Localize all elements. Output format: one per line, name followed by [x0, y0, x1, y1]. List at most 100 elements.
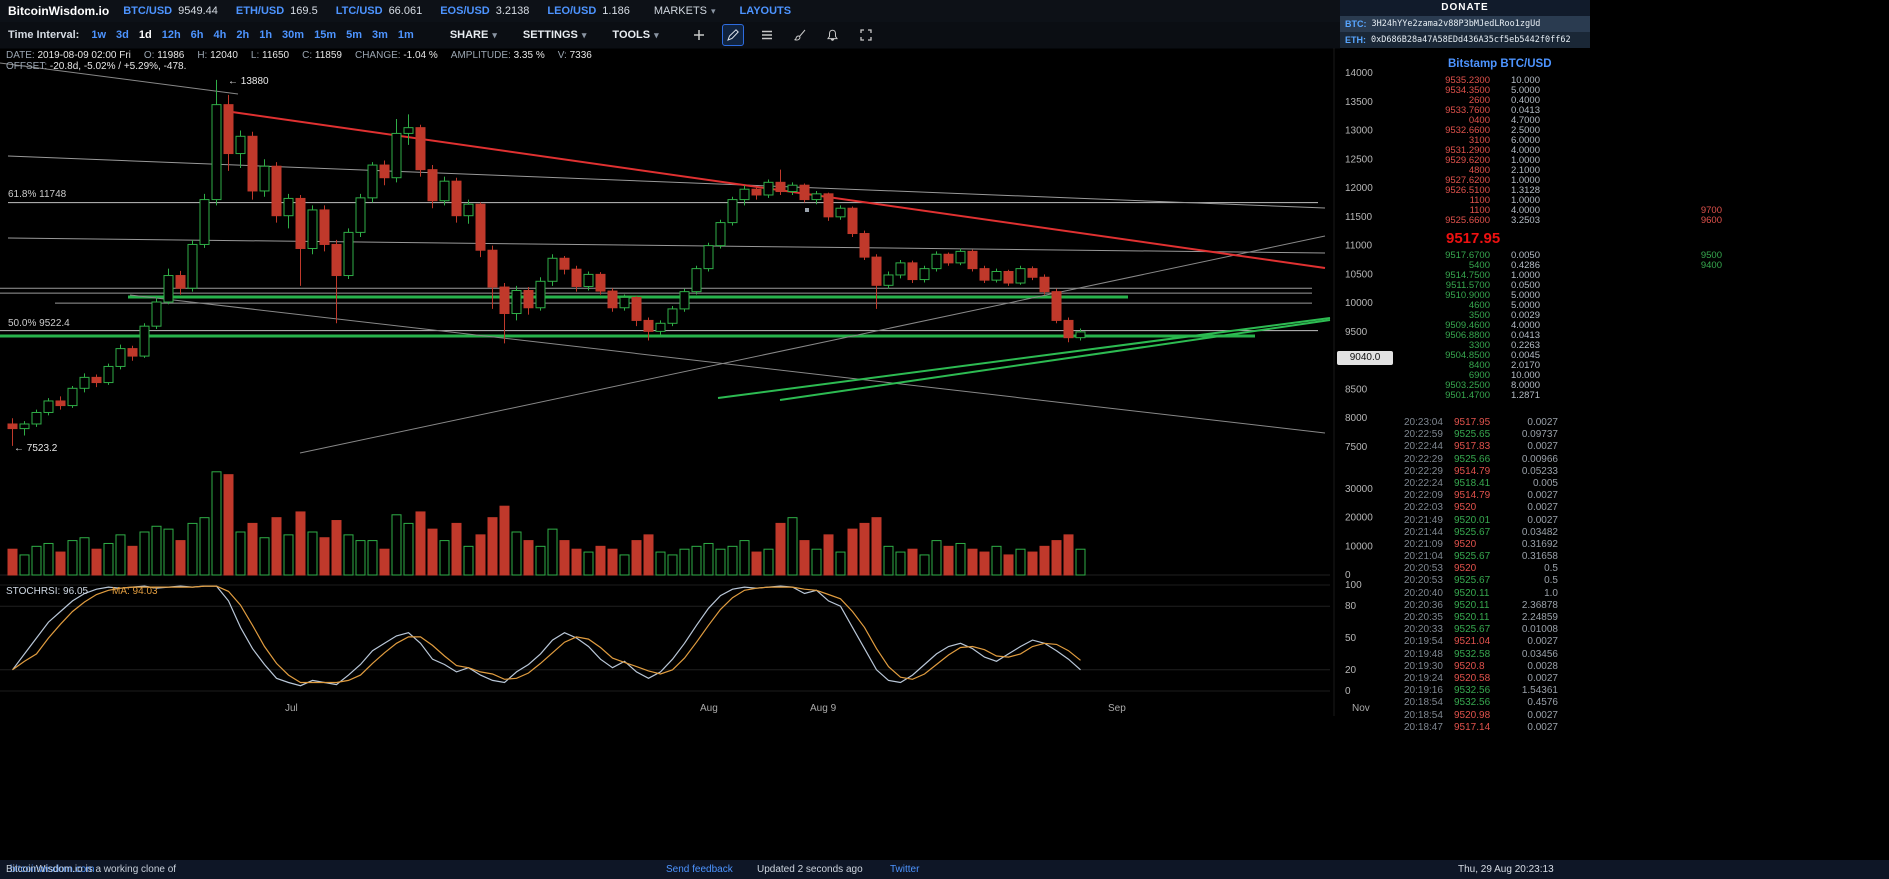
- interval-30m[interactable]: 30m: [282, 29, 305, 41]
- order-book-panel: Bitstamp BTC/USD 9535.2300 10.000 9534.350…: [1404, 48, 1889, 860]
- chart-toolbar: Time Interval: 1w 3d 1d 12h 6h 4h 2h 1h 30m 15m 5m…: [0, 22, 1340, 49]
- interval-4h[interactable]: 4h: [213, 29, 227, 41]
- pair-link[interactable]: LEO/USD: [547, 5, 597, 17]
- fullscreen-icon[interactable]: [856, 25, 876, 45]
- interval-1d[interactable]: 1d: [138, 29, 152, 41]
- ask-row: 9525.6600 3.2503 9600: [1445, 215, 1722, 226]
- footer: BitcoinWisdom.io is a working clone of bi…: [0, 860, 1889, 879]
- price-axis: 14000 13500 13000 12500 12000 11500 11000 10500…: [1345, 68, 1373, 697]
- level-lines: [0, 202, 1318, 338]
- pair-link[interactable]: ETH/USD: [235, 5, 285, 17]
- interval-2h[interactable]: 2h: [236, 29, 250, 41]
- offset-label: OFFSET:: [6, 61, 48, 72]
- settings-menu[interactable]: SETTINGS ▾: [523, 29, 587, 41]
- svg-text:10000: 10000: [1345, 541, 1373, 552]
- tools-menu[interactable]: TOOLS ▾: [612, 29, 658, 41]
- draw-line-icon[interactable]: [721, 24, 744, 46]
- trade-row: 20:19:16 9532.56 1.54361: [1404, 685, 1558, 697]
- svg-text:Sep: Sep: [1108, 703, 1126, 714]
- chevron-down-icon: ▾: [581, 30, 587, 40]
- interval-1m[interactable]: 1m: [397, 29, 414, 41]
- pair-price: 9549.44: [178, 5, 218, 17]
- clone-text: BitcoinWisdom.io is a working clone of: [6, 864, 177, 875]
- twitter-link[interactable]: Twitter: [890, 864, 920, 875]
- pair-link[interactable]: LTC/USD: [335, 5, 383, 17]
- indicator-list-icon[interactable]: [757, 25, 777, 45]
- donate-btc-row[interactable]: BTC: 3H24hYYe2zama2v88P3bMJedLRoo1zgUd: [1340, 16, 1590, 32]
- interval-15m[interactable]: 15m: [314, 29, 337, 41]
- tools-label: TOOLS: [612, 29, 651, 41]
- info-field: DATE: 2019-08-09 02:00 Fri: [6, 50, 131, 61]
- interval-5m[interactable]: 5m: [346, 29, 363, 41]
- info-field: CHANGE: -1.04 %: [354, 50, 438, 61]
- svg-text:50: 50: [1345, 633, 1357, 644]
- last-price: 9517.95: [1446, 230, 1501, 247]
- svg-text:10500: 10500: [1345, 269, 1373, 280]
- volume-layer: [7, 471, 1086, 576]
- send-feedback-link[interactable]: Send feedback: [666, 864, 733, 875]
- trade-row: 20:20:35 9520.11 2.24859: [1404, 612, 1558, 623]
- svg-text:11500: 11500: [1345, 212, 1373, 223]
- crosshair-price-tag: 9040.0: [1337, 351, 1393, 365]
- svg-text:Jul: Jul: [285, 703, 298, 714]
- chevron-down-icon: ▾: [492, 30, 497, 40]
- trade-row: 20:21:44 9525.67 0.03482: [1404, 526, 1558, 538]
- bid-row: 6900 10.000: [1468, 370, 1540, 381]
- asks-list: 9535.2300 10.000 9534.3500 5.0000 2600 0.4000…: [1404, 76, 1889, 226]
- ohlc-info: DATE: 2019-08-09 02:00 Fri O: 11986 H: 120…: [6, 50, 605, 61]
- orderbook-title[interactable]: Bitstamp BTC/USD: [1448, 58, 1552, 70]
- donate-title: DONATE: [1340, 0, 1590, 16]
- trade-row: 20:22:09 9514.79 0.0027: [1404, 490, 1558, 502]
- interval-buttons: 1w 3d 1d 12h 6h 4h 2h 1h 30m 15m 5m 3m 1m: [91, 29, 424, 41]
- pair-price: 1.186: [602, 5, 630, 17]
- ask-row: 9532.6600 2.5000: [1445, 125, 1540, 136]
- add-indicator-icon[interactable]: [689, 25, 709, 45]
- layouts-link[interactable]: LAYOUTS: [739, 5, 792, 17]
- candlestick-chart-canvas[interactable]: STOCHRSI: 96.05 MA: 94.031400013500130001…: [0, 48, 1404, 860]
- alert-bell-icon[interactable]: [823, 25, 843, 45]
- bid-row: 9509.4600 4.0000: [1445, 320, 1540, 331]
- bid-row: 9503.2500 8.0000: [1445, 380, 1540, 391]
- svg-text:12500: 12500: [1345, 154, 1373, 165]
- btc-address[interactable]: 3H24hYYe2zama2v88P3bMJedLRoo1zgUd: [1371, 19, 1541, 29]
- bid-row: 3300 0.2263: [1468, 340, 1540, 351]
- nav-pair: LTC/USD 66.061: [336, 5, 423, 17]
- clone-link[interactable]: bitcoinwisdom.com: [10, 864, 95, 875]
- donate-eth-row[interactable]: ETH: 0xD686B28a47A58EDd436A35cf5eb5442f0…: [1340, 32, 1590, 48]
- markets-label: MARKETS: [653, 5, 708, 17]
- info-field: V: 7336: [557, 50, 592, 61]
- info-field: C: 11859: [302, 50, 342, 61]
- markets-menu[interactable]: MARKETS ▾: [654, 5, 716, 17]
- trade-row: 20:22:29 9525.66 0.00966: [1404, 453, 1558, 465]
- svg-text:80: 80: [1345, 601, 1357, 612]
- interval-1w[interactable]: 1w: [91, 29, 107, 41]
- interval-3d[interactable]: 3d: [116, 29, 129, 41]
- trade-row: 20:19:54 9521.04 0.0027: [1404, 636, 1558, 648]
- ask-row: 1100 1.0000: [1469, 195, 1540, 206]
- stochrsi-layer: STOCHRSI: 96.05 MA: 94.03: [6, 585, 1081, 687]
- trade-row: 20:21:49 9520.01 0.0027: [1404, 514, 1558, 526]
- svg-text:50.0% 9522.4: 50.0% 9522.4: [8, 318, 70, 329]
- brush-icon[interactable]: [790, 25, 810, 45]
- logo[interactable]: BitcoinWisdom.io: [8, 4, 110, 18]
- ask-row: 3100 6.0000: [1468, 135, 1540, 146]
- svg-text:14000: 14000: [1345, 68, 1373, 79]
- svg-text:8500: 8500: [1345, 384, 1368, 395]
- svg-text:Nov: Nov: [1352, 703, 1370, 714]
- share-menu[interactable]: SHARE ▾: [450, 29, 497, 41]
- interval-3m[interactable]: 3m: [372, 29, 388, 41]
- pair-link[interactable]: BTC/USD: [123, 5, 173, 17]
- ask-row: 4800 2.1000: [1468, 165, 1540, 176]
- eth-address[interactable]: 0xD686B28a47A58EDd436A35cf5eb5442f0ff62: [1371, 35, 1571, 45]
- interval-1h[interactable]: 1h: [259, 29, 273, 41]
- main-chart[interactable]: DATE: 2019-08-09 02:00 Fri O: 11986 H: 120…: [0, 48, 1404, 860]
- interval-12h[interactable]: 12h: [161, 29, 181, 41]
- donate-block: DONATE BTC: 3H24hYYe2zama2v88P3bMJedLRoo…: [1340, 0, 1590, 48]
- trade-row: 20:22:03 9520 0.0027: [1404, 502, 1558, 514]
- bid-row: 4600 5.0000: [1468, 300, 1540, 311]
- trade-row: 20:21:04 9525.67 0.31658: [1404, 551, 1558, 563]
- pair-link[interactable]: EOS/USD: [440, 5, 490, 17]
- svg-text:8000: 8000: [1345, 413, 1368, 424]
- svg-text:13000: 13000: [1345, 126, 1373, 137]
- interval-6h[interactable]: 6h: [190, 29, 204, 41]
